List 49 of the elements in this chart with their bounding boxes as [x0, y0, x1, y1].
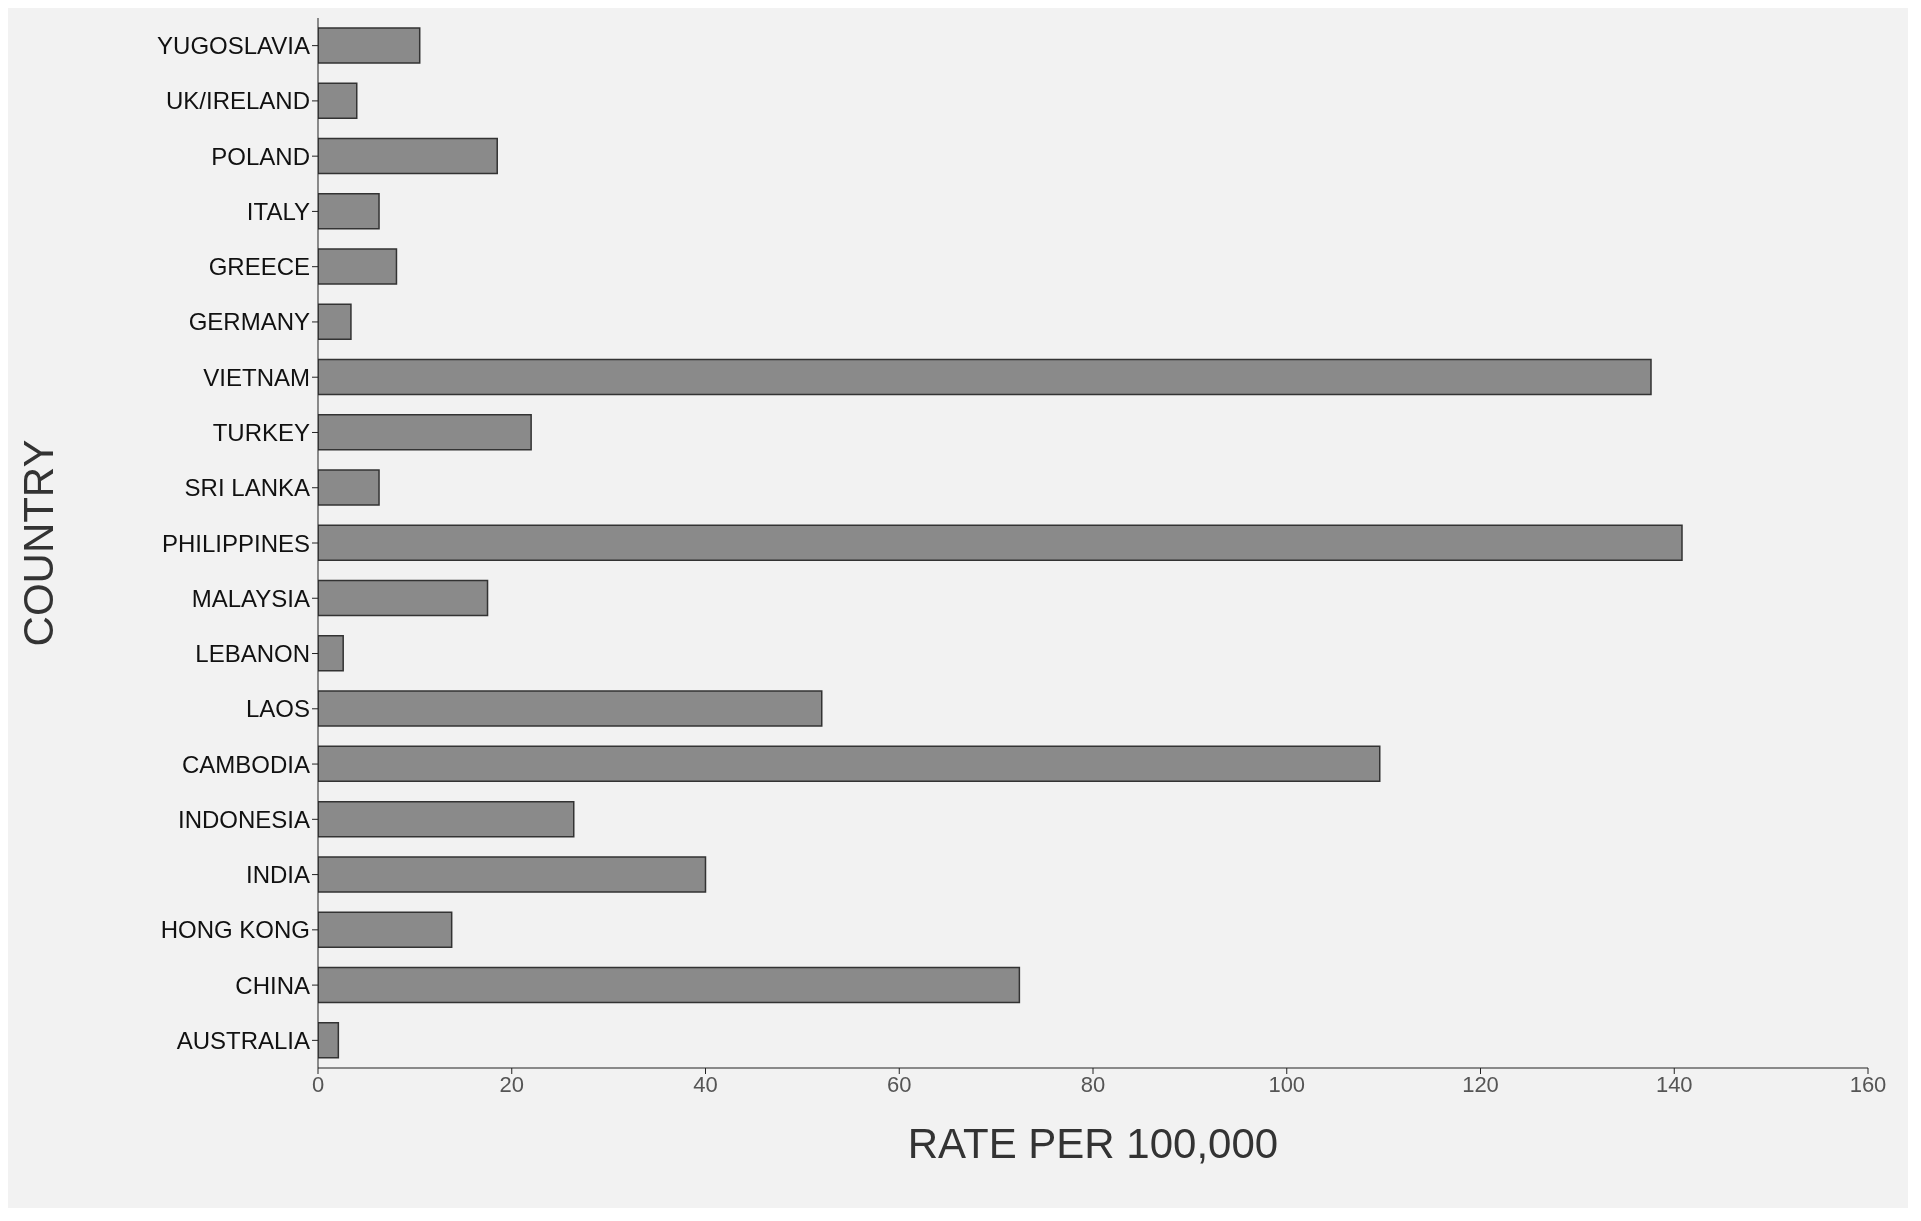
y-tick-label: GREECE	[208, 253, 310, 281]
y-tick-label: UK/IRELAND	[165, 87, 310, 115]
bar	[318, 524, 1683, 562]
bar	[318, 800, 575, 838]
bar	[318, 690, 823, 727]
y-tick-label: YUGOSLAVIA	[157, 32, 310, 60]
x-tick-label: 140	[1655, 1071, 1693, 1097]
y-tick-label: INDIA	[245, 861, 310, 889]
x-axis-title: RATE PER 100,000	[907, 1120, 1279, 1167]
x-tick-label: 100	[1268, 1071, 1306, 1097]
bar	[318, 192, 380, 230]
x-tick-label: 60	[887, 1071, 912, 1097]
bar	[318, 579, 489, 617]
bar	[318, 358, 1652, 396]
bar	[318, 248, 398, 285]
bar	[318, 303, 352, 341]
x-tick-label: 0	[311, 1071, 325, 1097]
x-tick-label: 20	[499, 1071, 524, 1097]
y-tick-label: GERMANY	[188, 308, 310, 336]
y-tick-label: INDONESIA	[177, 805, 310, 833]
y-tick-label: TURKEY	[212, 418, 310, 446]
bar	[318, 414, 532, 451]
y-tick-label: SRI LANKA	[184, 474, 310, 502]
bar	[318, 856, 707, 893]
y-tick-label: LEBANON	[195, 640, 310, 668]
bar	[318, 469, 380, 506]
bar	[318, 966, 1021, 1004]
y-tick-label: ITALY	[246, 197, 310, 225]
bar	[318, 137, 498, 175]
y-tick-label: POLAND	[211, 142, 310, 170]
x-tick-label: 40	[693, 1071, 718, 1097]
y-tick-label: CHINA	[235, 971, 310, 999]
bar	[318, 82, 358, 119]
bar	[318, 635, 344, 672]
y-tick-label: LAOS	[245, 695, 310, 723]
y-tick-label: MALAYSIA	[191, 584, 310, 612]
y-axis-title: COUNTRY	[14, 439, 62, 647]
y-tick-label: VIETNAM	[203, 363, 310, 391]
bar	[318, 1021, 340, 1059]
x-tick-label: 80	[1080, 1071, 1106, 1097]
y-tick-label: AUSTRALIA	[176, 1026, 310, 1054]
bar	[318, 911, 453, 948]
y-tick-label: HONG KONG	[160, 916, 310, 944]
x-tick-label: 160	[1849, 1071, 1887, 1097]
x-tick-label: 120	[1462, 1071, 1499, 1097]
y-tick-label: CAMBODIA	[181, 750, 310, 778]
bar	[318, 745, 1381, 783]
bar	[318, 27, 421, 64]
y-tick-label: PHILIPPINES	[161, 529, 310, 557]
